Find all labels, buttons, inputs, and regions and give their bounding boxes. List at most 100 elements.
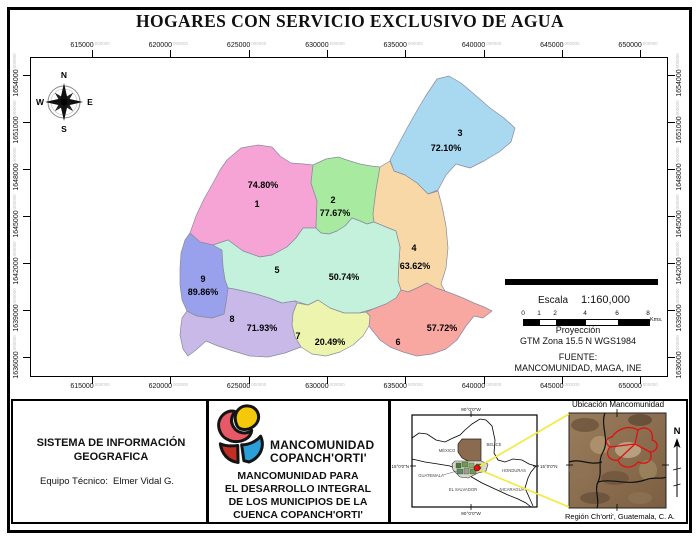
scale-tick-1: 1 [537, 310, 541, 317]
region-3-number: 3 [457, 128, 462, 138]
axis-tick [668, 357, 675, 358]
north-label: N [674, 426, 681, 437]
axis-tick [668, 310, 675, 311]
axis-tick [170, 377, 172, 384]
scale-bar [523, 319, 650, 326]
region-8-value: 71.93% [247, 323, 278, 333]
org-desc-line3: DE LOS MUNICIPIOS DE LA [228, 496, 368, 508]
x-tick-label-bottom: 650000000000 [618, 382, 658, 390]
x-tick-label-bottom: 625000000000 [226, 382, 267, 390]
y-tick-label-left: 1651000000000 [12, 100, 20, 144]
region-9-value: 89.86% [188, 287, 219, 297]
country-label-belice: BELICE [487, 442, 502, 447]
region-1-number: 1 [254, 199, 259, 209]
central-america-inset-map: 90°0'0"W 90°0'0"W 15°0'0"N 15°0'0"N MÉXI… [391, 407, 557, 517]
y-tick-label-left: 1654000000000 [12, 53, 20, 97]
ubicacion-title: Ubicación Mancomunidad [572, 400, 664, 409]
country-label-honduras: HONDURAS [502, 468, 526, 473]
x-tick-label-top: 645000000000 [540, 41, 580, 49]
region-6-number: 6 [395, 337, 400, 347]
team-label: Equipo Técnico: [40, 476, 108, 487]
x-tick-label-bottom: 620000000000 [148, 382, 189, 390]
axis-tick [640, 50, 642, 57]
footer-divider-1 [206, 399, 209, 524]
axis-tick [668, 263, 675, 264]
axis-tick [170, 50, 172, 57]
axis-tick [668, 169, 675, 170]
axis-tick [326, 377, 328, 384]
axis-tick [326, 50, 328, 57]
source-line2: MANCOMUNIDAD, MAGA, INE [514, 363, 642, 373]
org-desc-line2: EL DESARROLLO INTEGRAL [224, 483, 372, 495]
axis-tick [483, 50, 485, 57]
y-tick-label-right: 1648000000000 [675, 147, 683, 191]
ubicacion-frame-ticks [566, 409, 669, 511]
projection-line2: GTM Zona 15.5 N WGS1984 [519, 336, 637, 346]
source-line1: FUENTE: [558, 352, 598, 362]
x-tick-label-top: 620000000000 [148, 41, 189, 49]
sig-title-line1: SISTEMA DE INFORMACIÓN [36, 437, 186, 449]
x-tick-label-top: 615000000000 [70, 41, 110, 49]
y-tick-label-right: 1651000000000 [675, 100, 683, 144]
x-tick-label-top: 650000000000 [618, 41, 658, 49]
y-tick-label-left: 1636000000000 [12, 335, 20, 379]
axis-tick [561, 50, 563, 57]
region-2-value: 77.67% [320, 208, 351, 218]
x-tick-label-bottom: 630000000000 [305, 382, 345, 390]
scale-tick-2: 2 [553, 310, 557, 317]
guatemala-leader-line [442, 470, 458, 476]
region-4-value: 63.62% [400, 261, 431, 271]
org-desc-line1: MANCOMUNIDAD PARA [237, 470, 359, 482]
axis-tick [92, 377, 93, 384]
axis-tick [23, 357, 30, 358]
region-4-number: 4 [411, 243, 416, 253]
x-tick-label-bottom: 645000000000 [540, 382, 580, 390]
logo-wordmark-line1: MANCOMUNIDAD [270, 438, 375, 452]
region-6-value: 57.72% [427, 323, 458, 333]
ca-lat-left-label: 15°0'0"N [391, 464, 409, 469]
region-7-number: 7 [295, 331, 300, 341]
thematic-map: 74.80% 1 2 77.67% 3 72.10% 4 63.62% 5 50… [36, 70, 516, 358]
axis-tick [248, 377, 250, 384]
ca-lon-bottom-label: 90°0'0"W [461, 511, 481, 517]
mancomunidad-location-dot [473, 464, 481, 472]
ubicacion-caption: Región Ch'orti', Guatemala, C. A. [565, 512, 675, 521]
country-label-nicaragua: NICARAGUA [500, 487, 525, 492]
axis-tick [23, 310, 30, 311]
axis-tick [92, 50, 93, 57]
axis-tick [405, 377, 407, 384]
location-insets: 90°0'0"W 90°0'0"W 15°0'0"N 15°0'0"N MÉXI… [391, 400, 682, 521]
page-title: HOGARES CON SERVICIO EXCLUSIVO DE AGUA [136, 11, 564, 31]
region-2-number: 2 [330, 195, 335, 205]
x-tick-label-top: 640000000000 [461, 41, 502, 49]
footer-divider-2 [388, 399, 391, 524]
y-tick-label-right: 1654000000000 [675, 53, 683, 97]
y-tick-label-right: 1645000000000 [675, 194, 683, 238]
ca-lon-top-label: 90°0'0"W [461, 407, 481, 413]
zoom-link-lines [479, 413, 570, 508]
x-tick-label-top: 630000000000 [305, 41, 345, 49]
y-tick-label-left: 1642000000000 [12, 241, 20, 285]
scale-unit: Kms. [650, 317, 663, 323]
scale-tick-0: 0 [521, 310, 525, 317]
axis-tick [668, 75, 675, 76]
country-label-guatemala: GUATEMALA [418, 473, 444, 478]
ubicacion-inset-map: Ubicación Mancomunidad N Región Ch'orti'… [565, 400, 682, 521]
x-tick-label-top: 635000000000 [383, 41, 423, 49]
axis-tick [23, 169, 30, 170]
x-tick-label-top: 625000000000 [226, 41, 267, 49]
region-3-value: 72.10% [431, 143, 462, 153]
projection-note: Proyección GTM Zona 15.5 N WGS1984 [458, 325, 698, 347]
axis-tick [23, 216, 30, 217]
country-label-el-salvador: EL SALVADOR [449, 487, 477, 492]
y-tick-label-left: 1648000000000 [12, 147, 20, 191]
ca-frame-ticks [410, 411, 539, 510]
region-5-number: 5 [274, 265, 279, 275]
compass-s-label: S [61, 124, 67, 134]
compass-e-label: E [87, 97, 93, 107]
scale-ratio: 1:160,000 [581, 294, 630, 306]
scale-tick-8: 8 [646, 310, 650, 317]
axis-tick [23, 122, 30, 123]
ca-lat-right-label: 15°0'0"N [540, 464, 558, 469]
region-9-number: 9 [200, 274, 205, 284]
